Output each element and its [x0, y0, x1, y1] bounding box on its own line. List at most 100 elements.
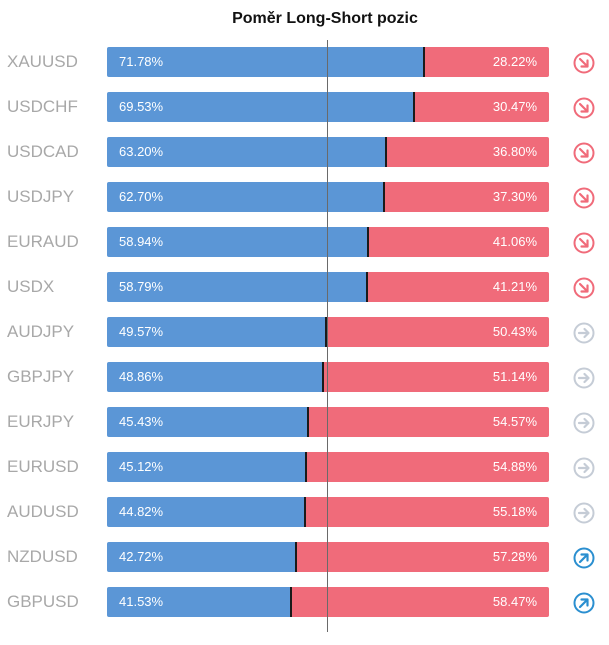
- arrow-down-right-icon: [573, 97, 595, 119]
- symbol-label: XAUUSD: [7, 52, 78, 71]
- bar-divider: [423, 47, 425, 77]
- short-percent-label: 30.47%: [492, 99, 537, 114]
- symbol-label: EURUSD: [7, 457, 79, 476]
- chart-title: Poměr Long-Short pozic: [232, 10, 418, 27]
- chart-row: NZDUSD 42.72% 57.28%: [0, 542, 609, 572]
- short-bar: [384, 182, 549, 212]
- short-percent-label: 51.14%: [492, 369, 537, 384]
- arrow-down-right-icon: [573, 142, 595, 164]
- short-bar: [367, 272, 549, 302]
- bar-divider: [304, 497, 306, 527]
- ratio-bar: 69.53% 30.47%: [107, 92, 549, 122]
- long-bar: [107, 452, 306, 482]
- long-percent-label: 45.12%: [119, 459, 164, 474]
- arrow-right-icon: [573, 457, 595, 479]
- symbol-label: USDCHF: [7, 97, 78, 116]
- ratio-bar: 63.20% 36.80%: [107, 137, 549, 167]
- symbol-label: USDX: [7, 277, 55, 296]
- short-bar: [306, 452, 549, 482]
- long-percent-label: 58.94%: [119, 234, 164, 249]
- long-bar: [107, 47, 424, 77]
- short-bar: [296, 542, 549, 572]
- chart-row: EURAUD 58.94% 41.06%: [0, 227, 609, 257]
- short-percent-label: 54.88%: [492, 459, 537, 474]
- symbol-label: AUDJPY: [7, 322, 75, 341]
- bar-divider: [367, 227, 369, 257]
- long-bar: [107, 227, 368, 257]
- arrow-right-icon: [573, 502, 595, 524]
- symbol-label: EURJPY: [7, 412, 75, 431]
- bar-divider: [325, 317, 327, 347]
- fifty-percent-line: [327, 40, 328, 632]
- ratio-bar: 41.53% 58.47%: [107, 587, 549, 617]
- long-percent-label: 62.70%: [119, 189, 164, 204]
- short-percent-label: 28.22%: [492, 54, 537, 69]
- ratio-bar: 44.82% 55.18%: [107, 497, 549, 527]
- long-bar: [107, 587, 291, 617]
- symbol-label: GBPUSD: [7, 592, 79, 611]
- chart-row: EURJPY 45.43% 54.57%: [0, 407, 609, 437]
- ratio-bar: 48.86% 51.14%: [107, 362, 549, 392]
- short-bar: [414, 92, 549, 122]
- short-bar: [386, 137, 549, 167]
- short-bar: [326, 317, 549, 347]
- chart-row: USDX 58.79% 41.21%: [0, 272, 609, 302]
- arrow-up-right-icon: [573, 592, 595, 614]
- bar-divider: [307, 407, 309, 437]
- chart-row: GBPJPY 48.86% 51.14%: [0, 362, 609, 392]
- short-bar: [291, 587, 549, 617]
- chart-row: AUDJPY 49.57% 50.43%: [0, 317, 609, 347]
- bar-divider: [383, 182, 385, 212]
- long-percent-label: 69.53%: [119, 99, 164, 114]
- ratio-bar: 62.70% 37.30%: [107, 182, 549, 212]
- ratio-bar: 45.12% 54.88%: [107, 452, 549, 482]
- short-percent-label: 58.47%: [492, 594, 537, 609]
- short-bar: [308, 407, 549, 437]
- long-bar: [107, 542, 296, 572]
- long-bar: [107, 272, 367, 302]
- arrow-down-right-icon: [573, 52, 595, 74]
- long-percent-label: 71.78%: [119, 54, 164, 69]
- long-bar: [107, 362, 323, 392]
- bar-divider: [366, 272, 368, 302]
- short-bar: [305, 497, 549, 527]
- long-percent-label: 44.82%: [119, 504, 164, 519]
- chart-row: XAUUSD 71.78% 28.22%: [0, 47, 609, 77]
- short-percent-label: 37.30%: [492, 189, 537, 204]
- symbol-label: NZDUSD: [7, 547, 78, 566]
- arrow-down-right-icon: [573, 277, 595, 299]
- long-percent-label: 48.86%: [119, 369, 164, 384]
- long-bar: [107, 407, 308, 437]
- long-percent-label: 49.57%: [119, 324, 164, 339]
- bar-divider: [322, 362, 324, 392]
- symbol-label: USDJPY: [7, 187, 75, 206]
- short-bar: [424, 47, 549, 77]
- long-bar: [107, 497, 305, 527]
- chart-row: GBPUSD 41.53% 58.47%: [0, 587, 609, 617]
- arrow-up-right-icon: [573, 547, 595, 569]
- chart-row: AUDUSD 44.82% 55.18%: [0, 497, 609, 527]
- ratio-bar: 58.94% 41.06%: [107, 227, 549, 257]
- short-percent-label: 41.21%: [492, 279, 537, 294]
- long-bar: [107, 137, 386, 167]
- ratio-bar: 42.72% 57.28%: [107, 542, 549, 572]
- short-percent-label: 36.80%: [492, 144, 537, 159]
- short-percent-label: 41.06%: [492, 234, 537, 249]
- chart-row: EURUSD 45.12% 54.88%: [0, 452, 609, 482]
- chart-row: USDJPY 62.70% 37.30%: [0, 182, 609, 212]
- long-percent-label: 63.20%: [119, 144, 164, 159]
- bar-divider: [413, 92, 415, 122]
- long-percent-label: 41.53%: [119, 594, 164, 609]
- arrow-right-icon: [573, 322, 595, 344]
- arrow-right-icon: [573, 412, 595, 434]
- chart-row: USDCHF 69.53% 30.47%: [0, 92, 609, 122]
- ratio-bar: 45.43% 54.57%: [107, 407, 549, 437]
- short-percent-label: 54.57%: [492, 414, 537, 429]
- long-percent-label: 58.79%: [119, 279, 164, 294]
- arrow-right-icon: [573, 367, 595, 389]
- symbol-label: GBPJPY: [7, 367, 75, 386]
- long-percent-label: 45.43%: [119, 414, 164, 429]
- bar-divider: [295, 542, 297, 572]
- arrow-down-right-icon: [573, 187, 595, 209]
